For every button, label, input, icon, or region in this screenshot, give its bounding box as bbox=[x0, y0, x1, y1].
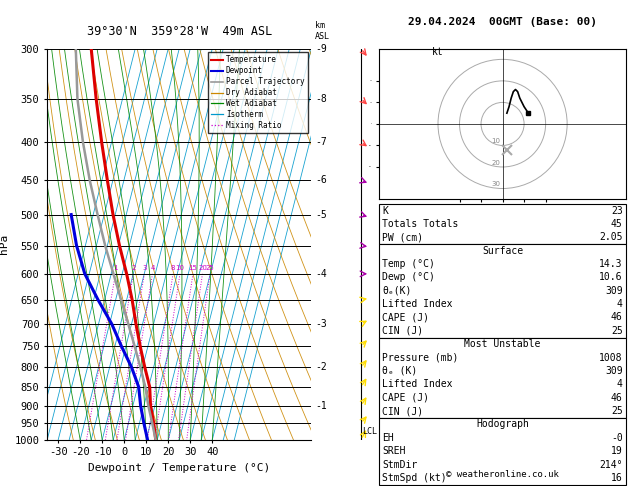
Text: 214°: 214° bbox=[599, 460, 623, 469]
Text: kt: kt bbox=[431, 47, 443, 57]
Text: 45: 45 bbox=[611, 219, 623, 229]
Text: θₑ(K): θₑ(K) bbox=[382, 286, 412, 296]
Text: 23: 23 bbox=[611, 206, 623, 216]
Text: 25: 25 bbox=[611, 406, 623, 416]
Text: Hodograph: Hodograph bbox=[476, 419, 529, 430]
Text: -2: -2 bbox=[315, 363, 326, 372]
Text: 4: 4 bbox=[617, 379, 623, 389]
Text: 4: 4 bbox=[150, 264, 155, 271]
Text: © weatheronline.co.uk: © weatheronline.co.uk bbox=[446, 469, 559, 479]
Text: -9: -9 bbox=[315, 44, 326, 53]
Text: 309: 309 bbox=[605, 366, 623, 376]
Text: StmSpd (kt): StmSpd (kt) bbox=[382, 473, 447, 483]
Text: 309: 309 bbox=[605, 286, 623, 296]
Text: 15: 15 bbox=[189, 264, 198, 271]
Text: Totals Totals: Totals Totals bbox=[382, 219, 459, 229]
Text: EH: EH bbox=[382, 433, 394, 443]
Text: 20: 20 bbox=[198, 264, 207, 271]
Text: 10: 10 bbox=[492, 139, 501, 144]
Text: Pressure (mb): Pressure (mb) bbox=[382, 353, 459, 363]
Text: SREH: SREH bbox=[382, 446, 406, 456]
Text: Most Unstable: Most Unstable bbox=[464, 339, 541, 349]
Text: -8: -8 bbox=[315, 94, 326, 104]
Text: 46: 46 bbox=[611, 393, 623, 403]
Text: 1008: 1008 bbox=[599, 353, 623, 363]
Text: 29.04.2024  00GMT (Base: 00): 29.04.2024 00GMT (Base: 00) bbox=[408, 17, 597, 27]
Text: CIN (J): CIN (J) bbox=[382, 326, 423, 336]
Text: 16: 16 bbox=[611, 473, 623, 483]
Legend: Temperature, Dewpoint, Parcel Trajectory, Dry Adiabat, Wet Adiabat, Isotherm, Mi: Temperature, Dewpoint, Parcel Trajectory… bbox=[208, 52, 308, 133]
Text: LCL: LCL bbox=[362, 427, 377, 436]
Text: 1: 1 bbox=[113, 264, 118, 271]
Text: Lifted Index: Lifted Index bbox=[382, 299, 453, 309]
Text: 8: 8 bbox=[171, 264, 175, 271]
Text: -3: -3 bbox=[315, 319, 326, 329]
Text: 2: 2 bbox=[131, 264, 135, 271]
Text: PW (cm): PW (cm) bbox=[382, 232, 423, 243]
Text: -7: -7 bbox=[315, 137, 326, 147]
Text: km
ASL: km ASL bbox=[315, 21, 330, 41]
Text: Temp (°C): Temp (°C) bbox=[382, 259, 435, 269]
Text: 10: 10 bbox=[175, 264, 184, 271]
Text: StmDir: StmDir bbox=[382, 460, 418, 469]
Text: -6: -6 bbox=[315, 175, 326, 185]
Text: -5: -5 bbox=[315, 209, 326, 220]
Text: Surface: Surface bbox=[482, 245, 523, 256]
Text: Lifted Index: Lifted Index bbox=[382, 379, 453, 389]
Text: 10.6: 10.6 bbox=[599, 272, 623, 282]
Text: Dewp (°C): Dewp (°C) bbox=[382, 272, 435, 282]
Text: 39°30'N  359°28'W  49m ASL: 39°30'N 359°28'W 49m ASL bbox=[87, 25, 272, 38]
Text: 25: 25 bbox=[206, 264, 214, 271]
Text: 4: 4 bbox=[617, 299, 623, 309]
Text: -1: -1 bbox=[315, 400, 326, 411]
Text: 2.05: 2.05 bbox=[599, 232, 623, 243]
Text: 14.3: 14.3 bbox=[599, 259, 623, 269]
Y-axis label: hPa: hPa bbox=[0, 234, 9, 254]
Text: 3: 3 bbox=[142, 264, 147, 271]
Text: K: K bbox=[382, 206, 388, 216]
Text: -4: -4 bbox=[315, 269, 326, 279]
X-axis label: Dewpoint / Temperature (°C): Dewpoint / Temperature (°C) bbox=[88, 463, 270, 473]
Text: -0: -0 bbox=[611, 433, 623, 443]
Text: 46: 46 bbox=[611, 312, 623, 323]
Text: 19: 19 bbox=[611, 446, 623, 456]
Text: 25: 25 bbox=[611, 326, 623, 336]
Text: CAPE (J): CAPE (J) bbox=[382, 393, 430, 403]
Text: CIN (J): CIN (J) bbox=[382, 406, 423, 416]
Text: CAPE (J): CAPE (J) bbox=[382, 312, 430, 323]
Text: 30: 30 bbox=[492, 181, 501, 187]
Text: 20: 20 bbox=[492, 160, 501, 166]
Text: θₑ (K): θₑ (K) bbox=[382, 366, 418, 376]
